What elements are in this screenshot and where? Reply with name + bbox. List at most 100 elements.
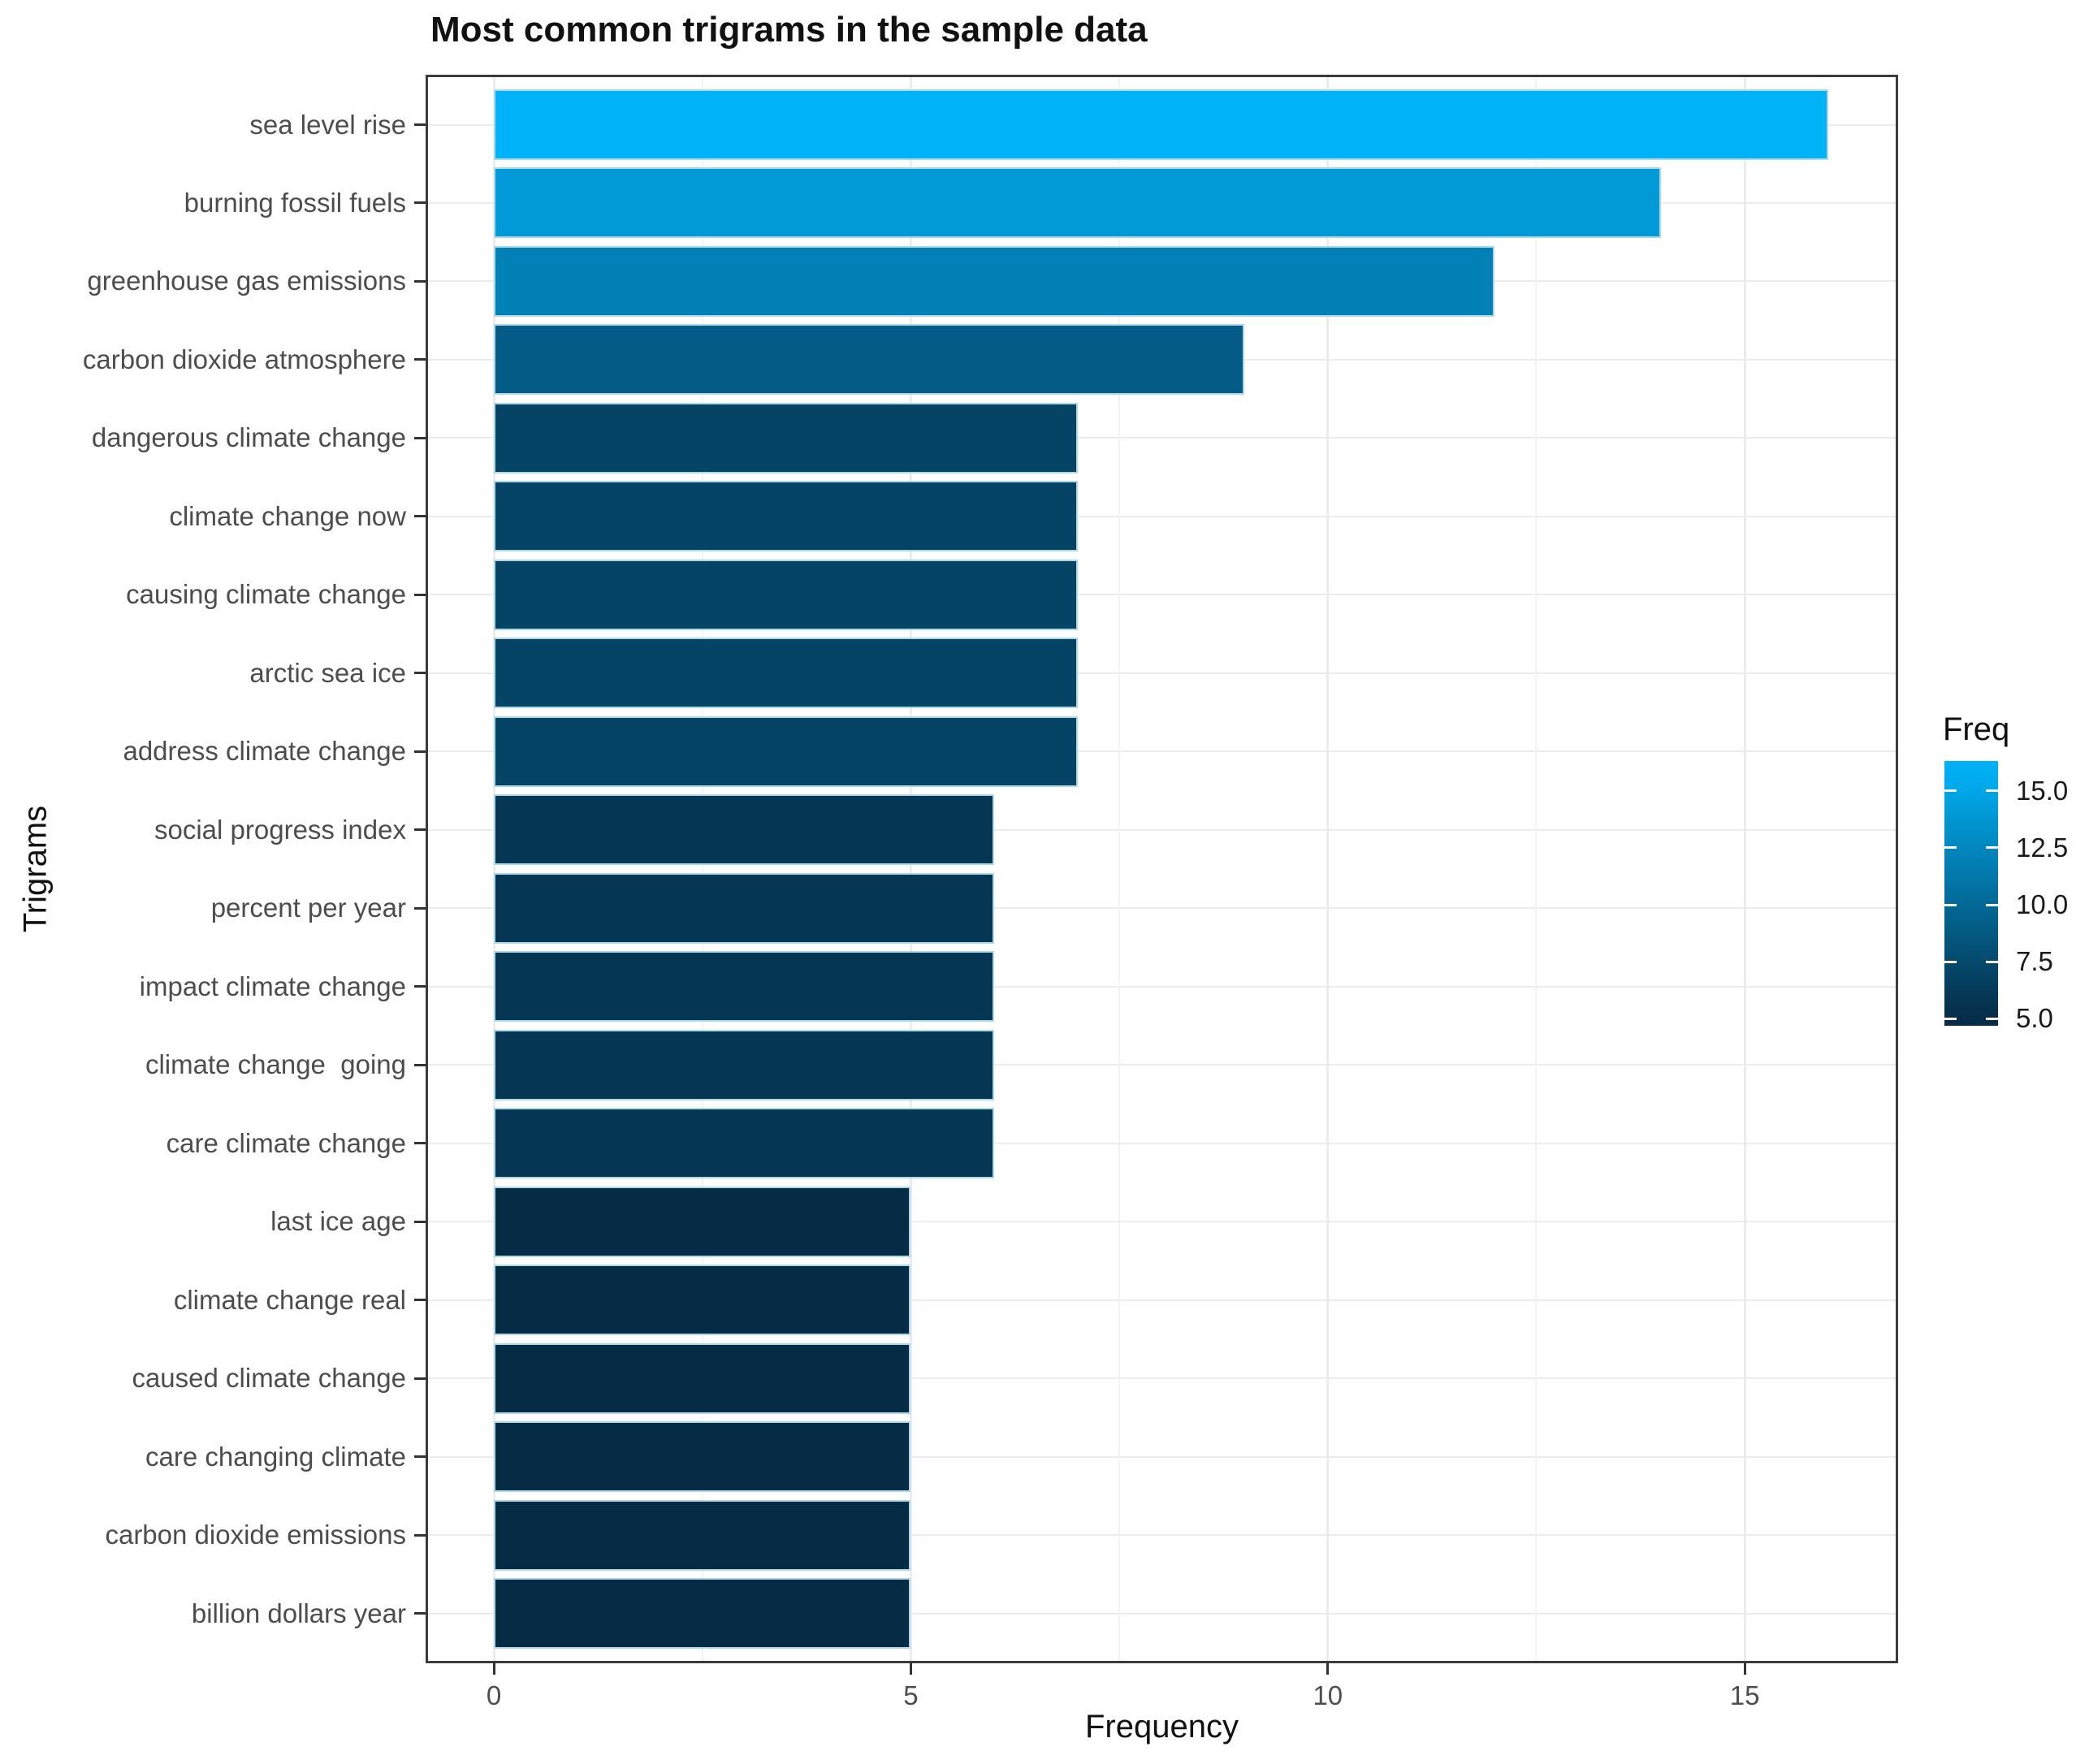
bar xyxy=(494,1265,911,1336)
gridline-vertical-minor xyxy=(1118,77,1121,1661)
bar xyxy=(494,716,1078,787)
gridline-horizontal xyxy=(428,907,1896,910)
y-axis-tick xyxy=(414,1455,426,1459)
x-axis-tick xyxy=(492,1663,495,1675)
y-axis-tick xyxy=(414,279,426,283)
legend-tick-mark xyxy=(1944,903,1957,906)
y-tick-label: last ice age xyxy=(270,1206,406,1237)
y-axis-tick xyxy=(414,1612,426,1615)
gridline-horizontal xyxy=(428,1064,1896,1066)
y-tick-label: care changing climate xyxy=(145,1441,406,1472)
y-axis-tick xyxy=(414,672,426,675)
y-tick-label: care climate change xyxy=(166,1127,406,1158)
legend-tick-label: 10.0 xyxy=(2016,889,2069,919)
gridline-horizontal xyxy=(428,828,1896,831)
legend-tick-label: 12.5 xyxy=(2016,832,2069,863)
y-tick-label: percent per year xyxy=(210,893,406,923)
gridline-vertical-major xyxy=(909,77,912,1661)
x-tick-label: 5 xyxy=(903,1680,919,1710)
y-axis-tick xyxy=(414,201,426,205)
bar xyxy=(494,559,1078,630)
x-axis-tick xyxy=(1743,1663,1746,1675)
bar xyxy=(494,89,1828,160)
bar xyxy=(494,1421,911,1493)
gridline-vertical-major xyxy=(1743,77,1746,1661)
legend-tick-mark xyxy=(1944,960,1957,963)
y-tick-label: sea level rise xyxy=(249,109,406,140)
y-tick-label: carbon dioxide atmosphere xyxy=(82,344,406,374)
y-axis-tick xyxy=(414,985,426,988)
y-axis-tick xyxy=(414,828,426,832)
x-axis-tick xyxy=(1326,1663,1330,1675)
x-tick-label: 10 xyxy=(1313,1680,1343,1710)
gridline-vertical-minor xyxy=(701,77,703,1661)
gridline-horizontal xyxy=(428,515,1896,517)
y-axis-tick xyxy=(414,1142,426,1145)
bar xyxy=(494,1108,995,1179)
y-axis-tick xyxy=(414,906,426,910)
bar xyxy=(494,1578,911,1649)
y-axis-tick xyxy=(414,1299,426,1302)
y-axis-tick xyxy=(414,750,426,753)
x-tick-label: 0 xyxy=(486,1680,502,1710)
y-tick-label: causing climate change xyxy=(126,579,406,610)
y-axis-tick xyxy=(414,515,426,518)
legend-tick-mark xyxy=(1986,846,1998,850)
gridline-horizontal xyxy=(428,672,1896,674)
y-tick-label: greenhouse gas emissions xyxy=(87,266,406,296)
gridline-horizontal xyxy=(428,1221,1896,1223)
y-tick-label: carbon dioxide emissions xyxy=(105,1520,406,1550)
y-axis-tick xyxy=(414,358,426,361)
gridline-horizontal xyxy=(428,1612,1896,1615)
bar xyxy=(494,1186,911,1257)
y-tick-label: social progress index xyxy=(154,814,406,845)
bar xyxy=(494,872,995,944)
y-tick-label: dangerous climate change xyxy=(91,422,406,453)
x-axis-title: Frequency xyxy=(1085,1709,1239,1745)
bar xyxy=(494,1499,911,1571)
y-tick-label: burning fossil fuels xyxy=(184,187,406,218)
gridline-vertical-major xyxy=(492,77,495,1661)
y-tick-label: caused climate change xyxy=(132,1363,406,1394)
bar xyxy=(494,1029,995,1100)
legend-tick-label: 5.0 xyxy=(2016,1003,2053,1034)
y-tick-label: climate change going xyxy=(145,1049,406,1080)
y-tick-label: billion dollars year xyxy=(191,1598,406,1628)
legend-tick-mark xyxy=(1944,1017,1957,1020)
bar xyxy=(494,245,1495,317)
y-axis-tick xyxy=(414,1377,426,1380)
bar xyxy=(494,951,995,1023)
legend-tick-mark xyxy=(1986,1017,1998,1020)
y-axis-tick xyxy=(414,593,426,596)
chart-title: Most common trigrams in the sample data xyxy=(430,10,1148,50)
legend-tick-mark xyxy=(1986,960,1998,963)
legend-tick-mark xyxy=(1944,846,1957,850)
gridline-horizontal xyxy=(428,985,1896,988)
legend-tick-label: 15.0 xyxy=(2016,775,2069,806)
plot-panel xyxy=(428,77,1896,1661)
legend-colorbar xyxy=(1944,761,1998,1026)
gridline-horizontal xyxy=(428,1377,1896,1380)
gridline-vertical-minor xyxy=(1535,77,1538,1661)
gridline-horizontal xyxy=(428,1455,1896,1458)
gridline-horizontal xyxy=(428,750,1896,753)
x-tick-label: 15 xyxy=(1729,1680,1760,1710)
bar xyxy=(494,481,1078,552)
bar xyxy=(494,1342,911,1414)
gridline-horizontal xyxy=(428,1142,1896,1144)
legend-title: Freq xyxy=(1943,711,2010,747)
y-axis-tick xyxy=(414,123,426,126)
legend-tick-mark xyxy=(1986,903,1998,906)
bar xyxy=(494,324,1245,396)
y-tick-label: impact climate change xyxy=(139,971,406,1001)
y-tick-label: address climate change xyxy=(123,736,406,767)
gridline-horizontal xyxy=(428,594,1896,596)
y-axis-tick xyxy=(414,1220,426,1223)
legend-tick-mark xyxy=(1944,789,1957,793)
gridline-horizontal xyxy=(428,437,1896,439)
legend-tick-label: 7.5 xyxy=(2016,946,2053,977)
x-axis-tick xyxy=(909,1663,912,1675)
gridline-horizontal xyxy=(428,1299,1896,1301)
gridline-vertical-major xyxy=(1326,77,1330,1661)
